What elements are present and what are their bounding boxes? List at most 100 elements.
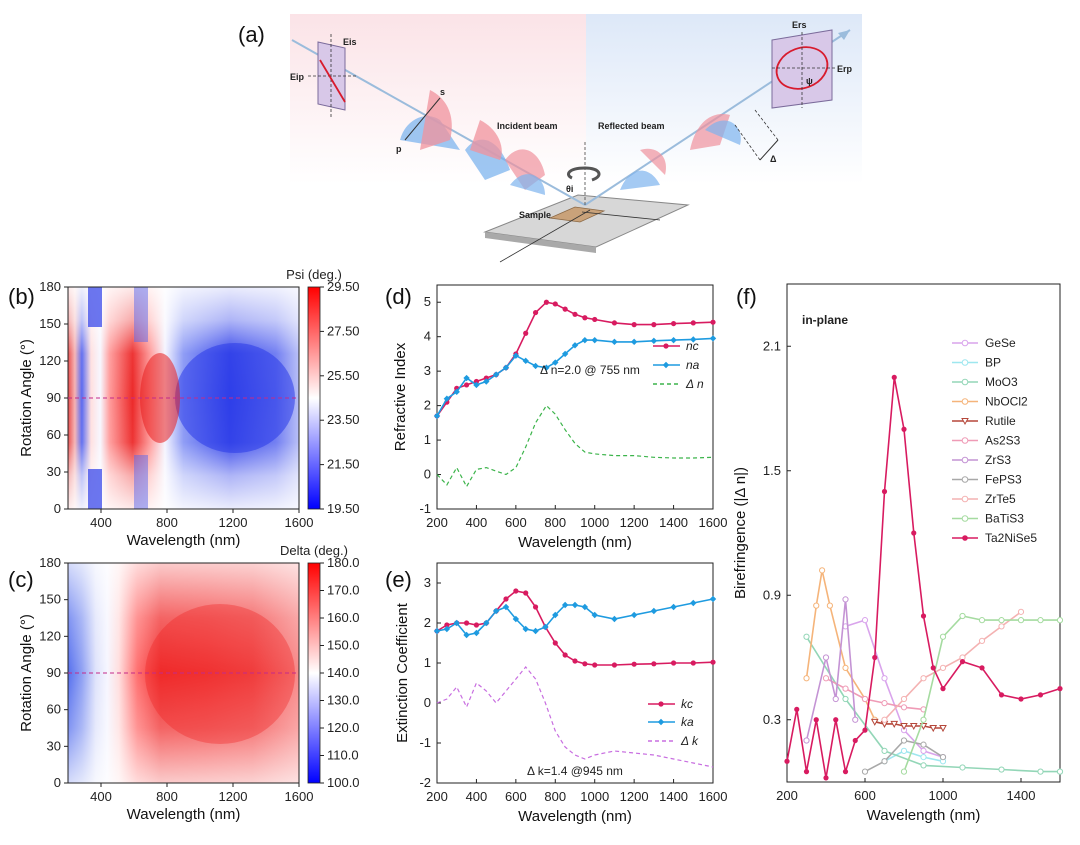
series-ta2nise5-point (852, 737, 858, 744)
psi-blue-bottom (88, 469, 102, 509)
na-series-point (512, 352, 520, 359)
y-tick-label: -1 (419, 735, 431, 750)
panel-label-e: (e) (385, 567, 412, 592)
x-axis-title: Wavelength (nm) (127, 532, 241, 549)
series-zrte5-point (978, 637, 986, 645)
legend-marker (961, 476, 969, 483)
x-tick-label: 200 (426, 515, 448, 530)
y-tick-label: 1 (424, 432, 431, 447)
legend-marker (961, 418, 969, 426)
series-zrs3-point (803, 737, 810, 744)
ka-series-point (542, 623, 549, 631)
na-series-point (571, 342, 579, 349)
ka-series-point (690, 599, 697, 607)
colorbar-tick-label: 130.0 (327, 693, 360, 708)
series-rutile-point (929, 725, 938, 733)
series-ta2nise5-point (872, 654, 878, 661)
ka-series-point (532, 627, 539, 635)
series-feps3-point (861, 768, 869, 775)
panel-label-a: (a) (238, 22, 265, 47)
series-as2s3-line (825, 677, 924, 711)
series-ta2nise5-point (1057, 686, 1063, 692)
y-tick-label: 0.9 (763, 587, 781, 602)
legend-label: GeSe (985, 336, 1016, 350)
incident-polarization-vector (319, 59, 346, 103)
series-ta2nise5-point (833, 717, 839, 723)
na-series-point (709, 335, 717, 342)
y-tick-label: 120 (39, 353, 61, 368)
series-nbocl2-point (842, 664, 849, 671)
nc-series-line (436, 301, 714, 417)
series-batis3-point (1037, 617, 1044, 624)
series-bp-line (884, 750, 944, 763)
series-ta2nise5-point (891, 374, 897, 380)
y-tick-label: 1.5 (763, 463, 781, 478)
series-bp-point (920, 754, 927, 761)
series-moo3-point (803, 633, 810, 640)
x-tick-label: 1000 (580, 789, 609, 804)
colorbar-title: Psi (deg.) (286, 267, 342, 282)
colorbar-tick-label: 100.0 (327, 775, 360, 790)
series-as2s3-point (822, 675, 830, 682)
wave-red-1 (420, 90, 452, 150)
psi-blue-top-2 (134, 287, 148, 342)
psi-label: ψ (806, 76, 813, 86)
x-tick-label: 1400 (659, 789, 688, 804)
kc-series-point (572, 658, 578, 664)
legend-marker (961, 398, 969, 405)
series-ta2nise5-point (911, 530, 917, 536)
legend-label: ka (681, 715, 694, 729)
x-axis-title: Wavelength (nm) (127, 806, 241, 823)
x-tick-label: 400 (90, 789, 112, 804)
y-tick-label: -1 (419, 501, 431, 516)
colorbar-tick-label: 120.0 (327, 720, 360, 735)
series-ta2nise5-point (998, 692, 1005, 698)
x-tick-label: 1000 (929, 788, 958, 803)
delta-heatmap-panel: (c) 400 800 1200 1600 0 30 60 90 120 150 180 Wavele… (8, 543, 360, 823)
kc-series-point (631, 661, 637, 667)
y-tick-label: 2.1 (763, 338, 781, 353)
series-ta2nise5-point (823, 775, 829, 781)
kc-series-point (523, 590, 529, 596)
ka-series-point (709, 595, 717, 603)
x-tick-label: 1600 (285, 789, 314, 804)
na-series-point (433, 412, 441, 420)
y-axis-title: Refractive Index (392, 342, 409, 451)
na-series-point (492, 371, 500, 378)
series-rutile-point (900, 722, 908, 731)
x-tick-label: 800 (156, 789, 178, 804)
legend-label: Δ n (685, 377, 704, 391)
ka-series-point (581, 603, 589, 611)
nc-series-point (582, 315, 588, 321)
series-rutile-point (939, 725, 947, 733)
nc-series-point (473, 378, 480, 385)
erp-label: Erp (837, 64, 853, 74)
ka-series-point (561, 601, 569, 609)
y-tick-label: 30 (47, 464, 61, 479)
series-ta2nise5-point (930, 665, 936, 671)
x-tick-label: 1000 (580, 515, 609, 530)
legend-marker (658, 701, 664, 707)
colorbar-tick-label: 160.0 (327, 610, 360, 625)
reflected-beam-label: Reflected beam (598, 121, 665, 131)
psi-axes: 400 800 1200 1600 0 30 60 90 120 150 180 Wavelength… (18, 279, 313, 549)
y-tick-label: 180 (39, 555, 61, 570)
y-tick-label: 3 (424, 363, 431, 378)
wave-blue-r2 (705, 120, 741, 145)
colorbar-tick-label: 180.0 (327, 555, 360, 570)
x-tick-label: 1600 (285, 515, 314, 530)
legend-marker (961, 378, 969, 386)
series-bp-point (900, 747, 908, 754)
y-tick-label: 60 (47, 427, 61, 442)
series-zrs3-point (822, 654, 830, 661)
series-zrte5-point (939, 664, 947, 671)
polarization-ellipse (775, 46, 829, 90)
series-rutile-point (870, 718, 879, 726)
series-nbocl2-point (803, 675, 810, 682)
series-feps3-point (920, 741, 927, 748)
legend-label: Rutile (985, 414, 1016, 428)
x-tick-label: 800 (544, 515, 566, 530)
series-batis3-point (998, 617, 1005, 624)
series-feps3-point (881, 758, 888, 765)
